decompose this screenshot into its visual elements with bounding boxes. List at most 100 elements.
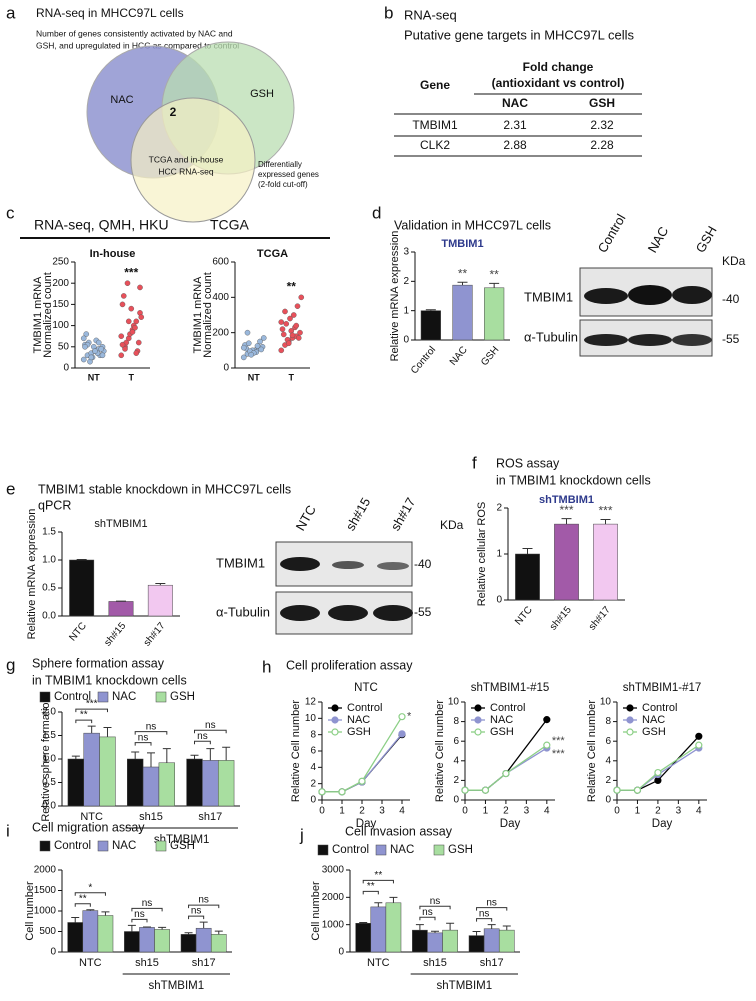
- error-bar: [76, 558, 87, 560]
- panel-title: in TMBIM1 knockdown cells: [496, 473, 651, 487]
- significance-bracket: [194, 740, 211, 745]
- lane-label: sh#15: [343, 495, 374, 533]
- error-bar: [101, 911, 110, 916]
- set-label: HCC RNA-seq: [158, 166, 214, 176]
- panel-title: in TMBIM1 knockdown cells: [32, 673, 187, 687]
- bar: [147, 584, 173, 617]
- panel-title: Cell migration assay: [32, 820, 145, 834]
- error-bar: [71, 917, 80, 923]
- marker: [461, 786, 469, 794]
- line: [465, 744, 548, 791]
- error-bar: [131, 751, 140, 759]
- y-tick-label: 8: [605, 716, 611, 727]
- significance-bracket: [188, 904, 220, 909]
- y-tick-label: 2: [605, 775, 611, 786]
- y-tick-label: 0: [223, 363, 229, 374]
- point: [240, 354, 247, 361]
- significance: ns: [138, 732, 149, 743]
- error-bar: [431, 930, 439, 933]
- lane-label: sh#17: [388, 495, 419, 533]
- bar: [67, 922, 84, 953]
- panel-label: b: [384, 3, 393, 22]
- error-bar: [190, 754, 199, 759]
- panel-label: c: [6, 203, 15, 222]
- point: [119, 301, 126, 308]
- y-axis-label: Relative sphere formation: [40, 696, 52, 821]
- legend-marker: [474, 704, 482, 712]
- marker: [338, 788, 346, 796]
- western-blot: Control NAC GSH KDa TMBIM1 α-Tubulin -40…: [524, 211, 746, 357]
- y-tick-label: 0.5: [42, 583, 56, 594]
- y-tick-label: 0: [50, 947, 56, 958]
- y-tick-label: 1000: [34, 906, 57, 917]
- significance: ns: [430, 896, 441, 907]
- marker: [398, 713, 406, 721]
- y-axis-label: Relative mRNA expression: [389, 231, 401, 362]
- error-bar: [502, 925, 511, 931]
- band: [373, 605, 413, 621]
- bar: [127, 758, 144, 807]
- x-tick-label: 3: [676, 806, 682, 817]
- y-tick-label: 0: [453, 795, 459, 806]
- significance-bracket: [134, 731, 168, 735]
- error-bar: [359, 921, 368, 924]
- legend-label: Control: [54, 840, 91, 852]
- y-tick-label: 200: [212, 327, 229, 338]
- table-cell: TMBIM1: [412, 118, 458, 132]
- error-bar: [374, 902, 383, 907]
- legend-label: GSH: [490, 726, 514, 738]
- error-bar: [389, 896, 398, 903]
- y-tick-label: 12: [305, 697, 317, 708]
- bar: [370, 906, 387, 953]
- y-tick-label: 2000: [34, 865, 57, 876]
- significance: *: [88, 882, 92, 893]
- chart-title: NTC: [354, 682, 378, 694]
- legend-swatch: [155, 691, 167, 703]
- bar: [498, 929, 515, 953]
- table-cell: 2.32: [590, 118, 614, 132]
- point: [120, 293, 127, 299]
- header-cell: NAC: [502, 96, 528, 110]
- significance-bracket: [194, 729, 227, 734]
- panel-title: Validation in MHCC97L cells: [394, 218, 551, 232]
- point: [298, 294, 305, 301]
- y-axis-label: TMBIM1 mRNA: [192, 276, 204, 354]
- y-tick-label: 2: [310, 778, 316, 789]
- y-tick-label: 10: [305, 713, 317, 724]
- legend-marker: [626, 728, 634, 736]
- y-tick-label: 0: [338, 947, 344, 958]
- x-tick-label: sh15: [423, 957, 447, 969]
- bar: [154, 929, 170, 953]
- y-tick-label: 0: [496, 595, 502, 606]
- y-tick-label: 0.0: [42, 801, 56, 812]
- point: [295, 335, 302, 341]
- panel-title: TCGA: [210, 217, 250, 233]
- marker-unit: KDa: [722, 254, 746, 268]
- header-cell: (antioxidant vs control): [492, 76, 625, 90]
- marker: [502, 769, 510, 778]
- marker: [654, 768, 662, 777]
- x-tick-label: 2: [503, 806, 509, 817]
- size-marker: -55: [414, 605, 432, 619]
- y-tick-label: 10: [600, 697, 612, 708]
- x-tick-label: NTC: [67, 621, 89, 644]
- header-cell: Gene: [420, 78, 450, 92]
- error-bar: [71, 755, 80, 759]
- significance: ns: [146, 721, 157, 732]
- x-tick-label: NAC: [448, 345, 470, 368]
- x-axis-label: Day: [500, 818, 521, 830]
- significance: **: [489, 268, 499, 282]
- point: [129, 329, 136, 335]
- x-tick-label: sh#15: [102, 620, 128, 648]
- point: [283, 321, 290, 327]
- size-marker: -55: [722, 332, 740, 346]
- bar: [427, 932, 443, 953]
- y-tick-label: 6: [605, 736, 611, 747]
- bar: [412, 929, 428, 953]
- significance-bracket: [419, 905, 451, 910]
- point: [260, 335, 267, 341]
- error-bar: [199, 921, 208, 929]
- bar: [210, 934, 227, 953]
- band: [672, 286, 712, 304]
- y-tick-label: 0: [605, 795, 611, 806]
